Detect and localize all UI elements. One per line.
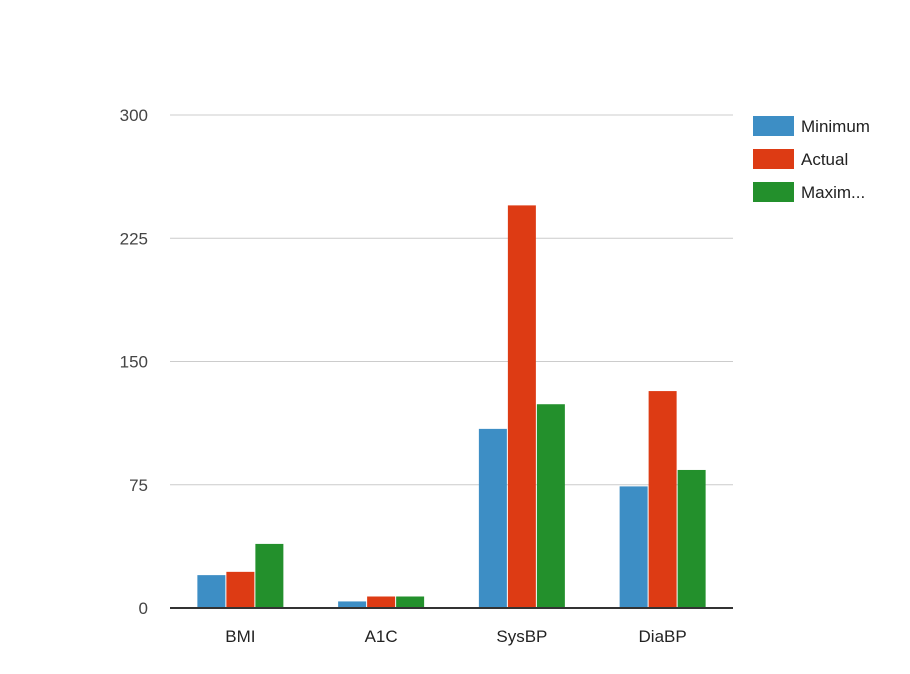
y-axis-tick-labels: 0 75 150 225 300 [120,106,148,618]
legend-swatch [753,182,794,202]
legend-swatch [753,149,794,169]
bar-diabp-series-0 [619,486,648,608]
bars [197,205,706,608]
x-category-label: BMI [225,627,255,646]
x-axis-category-labels: BMI A1C SysBP DiaBP [225,627,686,646]
y-tick-label: 150 [120,353,148,372]
legend-label: Actual [801,150,848,169]
bar-a1c-series-2 [396,596,425,608]
bar-bmi-series-1 [226,571,255,608]
x-category-label: A1C [365,627,398,646]
y-tick-label: 225 [120,229,148,248]
bar-sysbp-series-1 [507,205,536,608]
legend: Minimum Actual Maxim... [753,116,870,202]
bar-diabp-series-2 [677,469,706,608]
y-tick-label: 75 [129,476,148,495]
x-category-label: DiaBP [639,627,687,646]
bar-a1c-series-0 [338,601,367,608]
bar-diabp-series-1 [648,391,677,608]
y-tick-label: 300 [120,106,148,125]
x-category-label: SysBP [496,627,547,646]
bar-sysbp-series-0 [478,428,507,608]
bar-a1c-series-1 [367,596,396,608]
legend-label: Maxim... [801,183,865,202]
y-tick-label: 0 [139,599,148,618]
bar-bmi-series-2 [255,543,284,608]
gridlines [170,114,733,486]
legend-label: Minimum [801,117,870,136]
legend-swatch [753,116,794,136]
bar-sysbp-series-2 [536,404,565,608]
bar-bmi-series-0 [197,575,226,608]
